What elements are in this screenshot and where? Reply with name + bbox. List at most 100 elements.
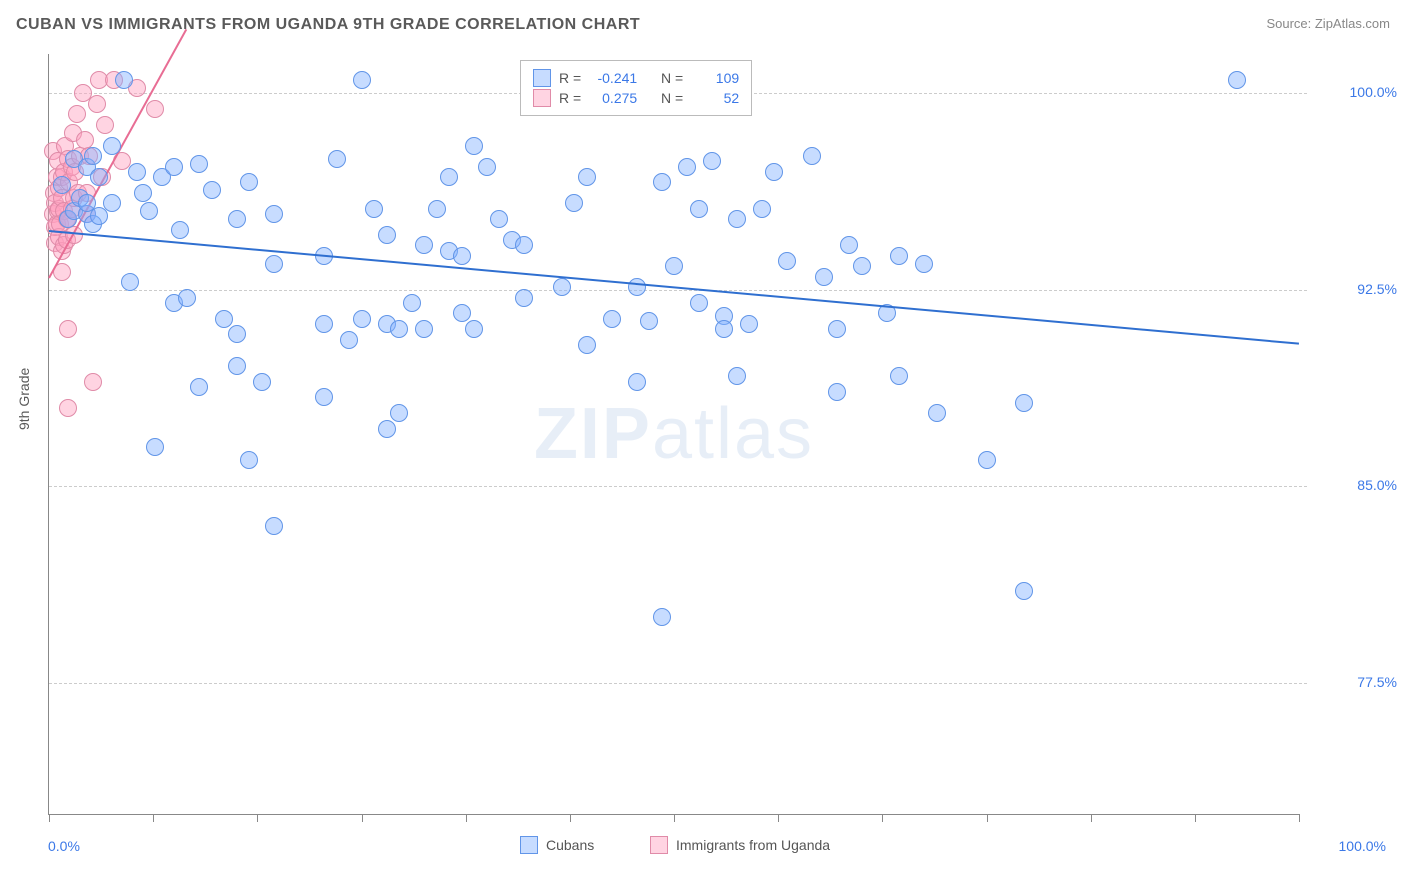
data-point [88, 95, 106, 113]
watermark-bold: ZIP [534, 394, 652, 474]
data-point [84, 147, 102, 165]
data-point [1228, 71, 1246, 89]
watermark-rest: atlas [652, 394, 814, 474]
data-point [740, 315, 758, 333]
y-tick-label: 92.5% [1357, 281, 1397, 297]
gridline: 85.0% [49, 486, 1307, 487]
chart-title: CUBAN VS IMMIGRANTS FROM UGANDA 9TH GRAD… [16, 16, 640, 34]
x-tick [362, 814, 363, 822]
data-point [265, 255, 283, 273]
data-point [128, 163, 146, 181]
x-tick [674, 814, 675, 822]
data-point [146, 438, 164, 456]
data-point [115, 71, 133, 89]
cubans-legend-label: Cubans [546, 837, 594, 853]
data-point [628, 373, 646, 391]
data-point [265, 205, 283, 223]
data-point [390, 404, 408, 422]
data-point [915, 255, 933, 273]
x-tick [1299, 814, 1300, 822]
data-point [690, 200, 708, 218]
uganda-stat-swatch [533, 89, 551, 107]
data-point [146, 100, 164, 118]
x-tick [49, 814, 50, 822]
source-attribution: Source: ZipAtlas.com [1266, 16, 1390, 31]
data-point [828, 320, 846, 338]
x-tick [153, 814, 154, 822]
data-point [178, 289, 196, 307]
uganda-n-value: 52 [691, 90, 739, 106]
data-point [665, 257, 683, 275]
data-point [353, 310, 371, 328]
data-point [553, 278, 571, 296]
data-point [478, 158, 496, 176]
legend-uganda: Immigrants from Uganda [650, 836, 830, 854]
x-tick [257, 814, 258, 822]
data-point [121, 273, 139, 291]
data-point [190, 378, 208, 396]
x-tick [1091, 814, 1092, 822]
data-point [103, 137, 121, 155]
data-point [853, 257, 871, 275]
r-label: R = [559, 90, 581, 106]
data-point [453, 247, 471, 265]
stats-row-uganda: R = 0.275 N = 52 [533, 89, 739, 107]
x-axis-min-label: 0.0% [48, 838, 80, 854]
data-point [415, 320, 433, 338]
data-point [753, 200, 771, 218]
data-point [228, 325, 246, 343]
data-point [140, 202, 158, 220]
data-point [440, 168, 458, 186]
r-label: R = [559, 70, 581, 86]
data-point [96, 116, 114, 134]
data-point [315, 388, 333, 406]
data-point [353, 71, 371, 89]
data-point [778, 252, 796, 270]
data-point [203, 181, 221, 199]
source-name: ZipAtlas.com [1315, 16, 1390, 31]
data-point [453, 304, 471, 322]
data-point [315, 315, 333, 333]
data-point [678, 158, 696, 176]
data-point [378, 420, 396, 438]
gridline: 92.5% [49, 290, 1307, 291]
data-point [890, 367, 908, 385]
data-point [515, 236, 533, 254]
x-tick [570, 814, 571, 822]
cubans-swatch [520, 836, 538, 854]
data-point [134, 184, 152, 202]
uganda-swatch [650, 836, 668, 854]
data-point [815, 268, 833, 286]
data-point [59, 399, 77, 417]
data-point [465, 137, 483, 155]
data-point [890, 247, 908, 265]
gridline: 77.5% [49, 683, 1307, 684]
x-tick [466, 814, 467, 822]
data-point [253, 373, 271, 391]
data-point [403, 294, 421, 312]
data-point [690, 294, 708, 312]
x-tick [987, 814, 988, 822]
y-tick-label: 85.0% [1357, 477, 1397, 493]
cubans-r-value: -0.241 [589, 70, 637, 86]
data-point [265, 517, 283, 535]
data-point [603, 310, 621, 328]
x-tick [882, 814, 883, 822]
y-axis-title: 9th Grade [16, 368, 32, 430]
data-point [565, 194, 583, 212]
data-point [978, 451, 996, 469]
x-tick [778, 814, 779, 822]
data-point [728, 210, 746, 228]
data-point [328, 150, 346, 168]
data-point [228, 210, 246, 228]
data-point [240, 173, 258, 191]
stats-row-cubans: R = -0.241 N = 109 [533, 69, 739, 87]
n-label: N = [661, 70, 683, 86]
data-point [628, 278, 646, 296]
data-point [415, 236, 433, 254]
data-point [68, 105, 86, 123]
data-point [84, 373, 102, 391]
data-point [365, 200, 383, 218]
data-point [803, 147, 821, 165]
data-point [653, 608, 671, 626]
